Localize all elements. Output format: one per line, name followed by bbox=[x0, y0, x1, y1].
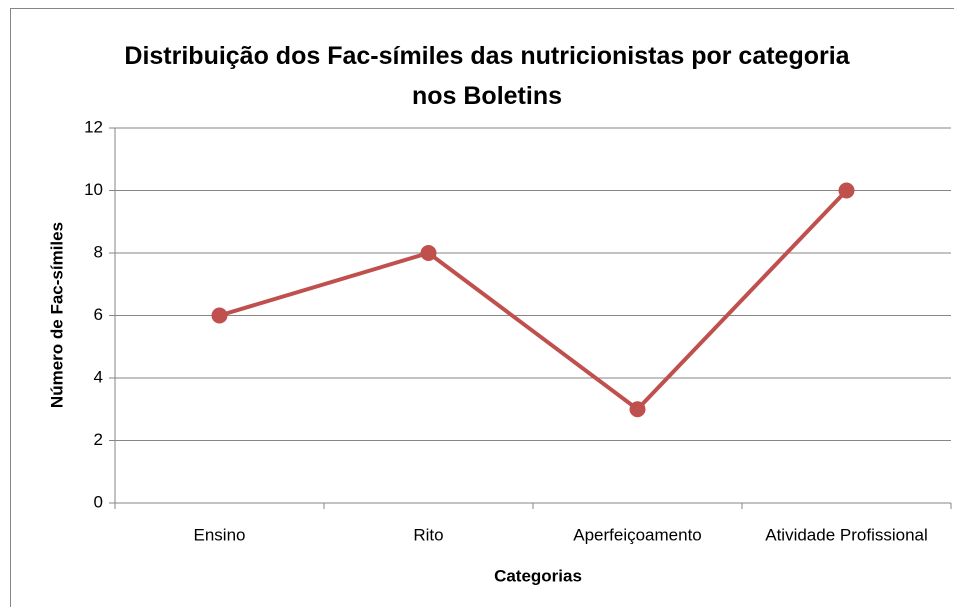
x-axis-title: Categorias bbox=[494, 566, 582, 585]
series-line bbox=[218, 189, 848, 412]
y-tick-label: 0 bbox=[94, 492, 103, 511]
point bbox=[629, 401, 646, 418]
y-tick-label: 12 bbox=[84, 117, 103, 136]
chart-title: Distribuição dos Fac-símiles das nutrici… bbox=[124, 42, 850, 110]
y-tick-label: 10 bbox=[84, 180, 103, 199]
x-tick-label: Rito bbox=[413, 525, 443, 544]
y-axis-title: Número de Fac-símiles bbox=[47, 222, 66, 408]
point bbox=[420, 245, 437, 261]
point bbox=[838, 182, 855, 199]
y-tick-label: 8 bbox=[94, 242, 103, 261]
point bbox=[211, 307, 228, 324]
y-tick-label: 2 bbox=[94, 430, 103, 449]
x-tick-label: Atividade Profissional bbox=[765, 525, 928, 544]
y-tick-label: 6 bbox=[94, 305, 103, 324]
x-tick-label: Ensino bbox=[194, 525, 246, 544]
x-tick-label: Aperfeiçoamento bbox=[573, 525, 702, 544]
chart-frame bbox=[10, 8, 954, 607]
y-tick-label: 4 bbox=[94, 367, 103, 386]
